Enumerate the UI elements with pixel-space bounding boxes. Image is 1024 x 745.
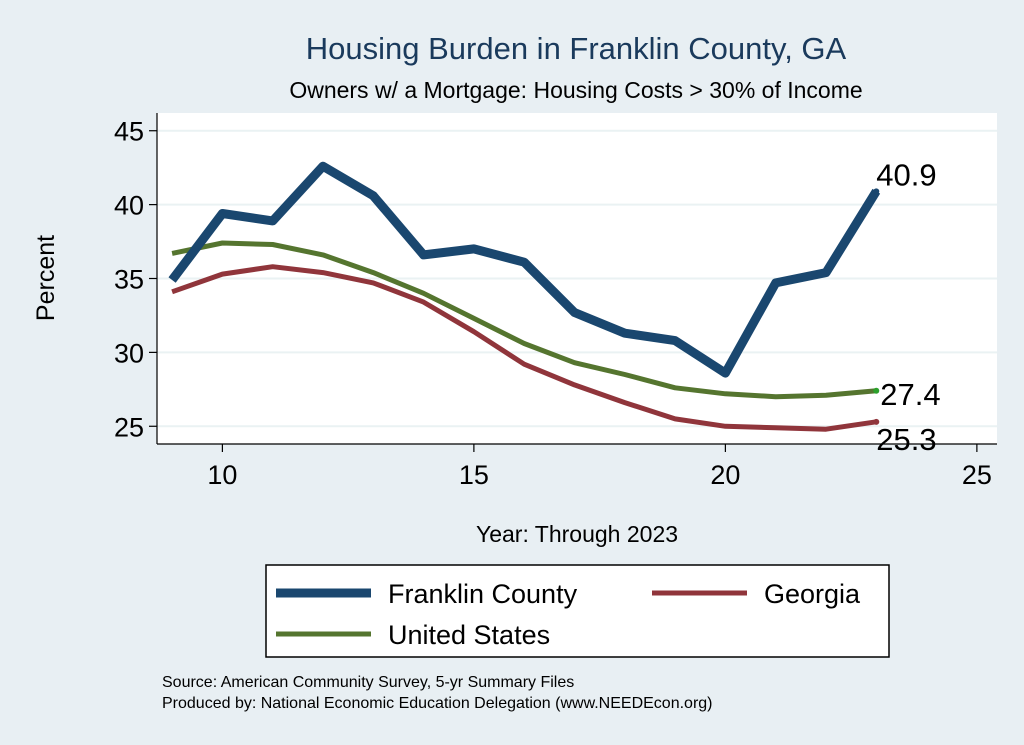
legend-box — [265, 564, 890, 658]
x-tick-label: 10 — [207, 460, 237, 490]
y-tick-label: 25 — [114, 412, 144, 442]
plot-area: 25 30 35 40 45 10 15 20 25 40.9 25.3 27.4 — [114, 113, 997, 490]
end-point-franklin-county — [873, 188, 880, 195]
x-tick-label: 25 — [962, 460, 992, 490]
y-tick-label: 35 — [114, 265, 144, 295]
legend-label-united-states: United States — [388, 620, 550, 650]
end-label-united-states: 27.4 — [880, 377, 940, 412]
x-tick-label: 20 — [710, 460, 740, 490]
chart-subtitle: Owners w/ a Mortgage: Housing Costs > 30… — [289, 77, 862, 103]
y-tick-label: 30 — [114, 338, 144, 368]
footnote-producer: Produced by: National Economic Education… — [162, 695, 713, 712]
legend-label-georgia: Georgia — [764, 579, 861, 609]
series-line-georgia — [171, 264, 877, 432]
end-label-georgia: 25.3 — [876, 422, 936, 457]
end-point-georgia — [873, 418, 880, 425]
x-tick-label: 15 — [459, 460, 489, 490]
footnote-source: Source: American Community Survey, 5-yr … — [162, 674, 574, 691]
y-tick-label: 40 — [114, 191, 144, 221]
legend-label-franklin-county: Franklin County — [388, 579, 578, 609]
end-point-united-states — [873, 387, 880, 394]
chart-title: Housing Burden in Franklin County, GA — [306, 31, 847, 66]
end-label-franklin-county: 40.9 — [876, 157, 936, 192]
series-line-united-states — [171, 240, 877, 400]
y-tick-label: 45 — [114, 117, 144, 147]
legend: Franklin County Georgia United States — [265, 564, 890, 658]
x-axis-label: Year: Through 2023 — [476, 521, 678, 547]
series-line-franklin-county — [168, 161, 881, 378]
y-axis-label: Percent — [32, 235, 60, 321]
